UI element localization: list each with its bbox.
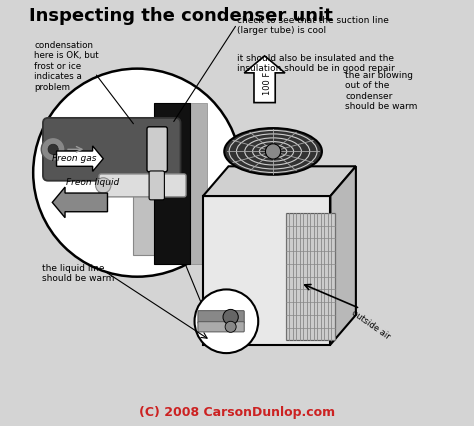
Bar bbox=[190, 103, 207, 264]
FancyBboxPatch shape bbox=[149, 171, 164, 200]
Text: the liquid line
should be warm: the liquid line should be warm bbox=[42, 264, 114, 283]
Bar bbox=[154, 103, 190, 264]
Polygon shape bbox=[203, 166, 356, 196]
Text: condensation
here is OK, but
frost or ice
indicates a
problem: condensation here is OK, but frost or ic… bbox=[34, 41, 99, 92]
Text: 100 F: 100 F bbox=[264, 72, 273, 95]
Circle shape bbox=[265, 144, 281, 159]
Bar bbox=[133, 120, 156, 256]
Text: the air blowing
out of the
condenser
should be warm: the air blowing out of the condenser sho… bbox=[345, 71, 418, 111]
Bar bbox=[203, 196, 330, 345]
Text: it should also be insulated and the
insulation should be in good repair: it should also be insulated and the insu… bbox=[237, 54, 395, 73]
Circle shape bbox=[96, 178, 111, 193]
Circle shape bbox=[194, 289, 258, 353]
FancyBboxPatch shape bbox=[147, 127, 167, 172]
FancyBboxPatch shape bbox=[198, 311, 244, 323]
Ellipse shape bbox=[224, 128, 322, 175]
Text: outside air: outside air bbox=[349, 308, 392, 342]
Polygon shape bbox=[56, 146, 103, 171]
Polygon shape bbox=[330, 166, 356, 345]
FancyBboxPatch shape bbox=[198, 322, 244, 332]
Bar bbox=[286, 213, 335, 340]
Text: (C) 2008 CarsonDunlop.com: (C) 2008 CarsonDunlop.com bbox=[139, 406, 335, 419]
Circle shape bbox=[41, 138, 65, 161]
Circle shape bbox=[33, 69, 241, 277]
Polygon shape bbox=[244, 56, 285, 103]
Text: Inspecting the condenser unit: Inspecting the condenser unit bbox=[29, 7, 333, 25]
Text: Freon liquid: Freon liquid bbox=[66, 178, 119, 187]
Text: Freon gas: Freon gas bbox=[52, 154, 97, 163]
Polygon shape bbox=[52, 187, 108, 218]
Text: check to see that the suction line
(larger tube) is cool: check to see that the suction line (larg… bbox=[237, 16, 389, 35]
Circle shape bbox=[48, 144, 58, 154]
Circle shape bbox=[225, 321, 236, 332]
Circle shape bbox=[223, 309, 238, 325]
FancyBboxPatch shape bbox=[43, 118, 181, 181]
FancyBboxPatch shape bbox=[99, 174, 186, 197]
